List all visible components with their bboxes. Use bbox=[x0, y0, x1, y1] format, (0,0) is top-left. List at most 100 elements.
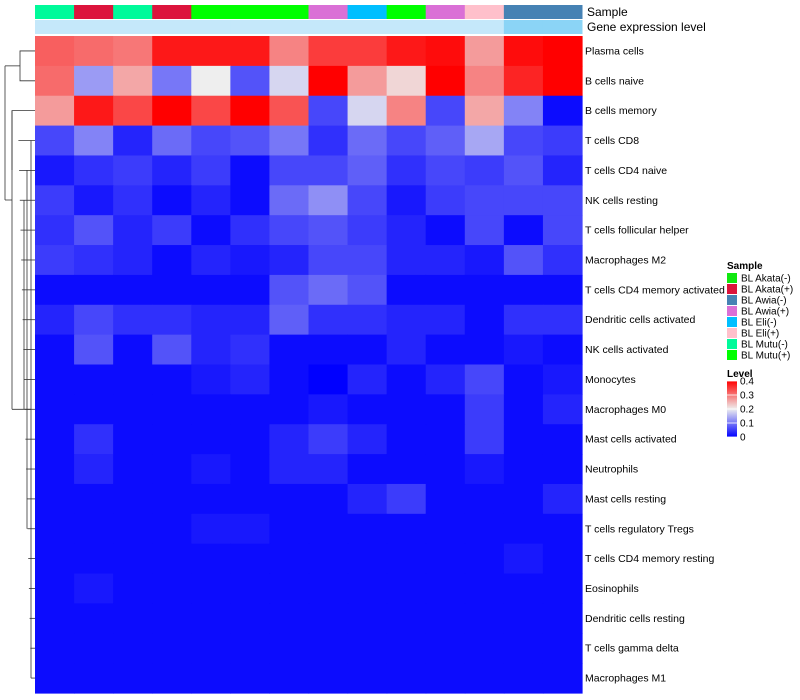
heatmap-cell bbox=[542, 65, 583, 97]
heatmap-cell bbox=[503, 394, 544, 425]
heatmap-cell bbox=[113, 36, 153, 67]
heatmap-cell bbox=[74, 215, 114, 246]
heatmap-cell bbox=[152, 65, 192, 97]
heatmap-cell bbox=[230, 364, 271, 395]
heatmap-cell bbox=[191, 424, 231, 455]
heatmap-cell bbox=[425, 36, 466, 67]
heatmap-cell bbox=[425, 424, 466, 455]
heatmap-cell bbox=[425, 95, 466, 127]
heatmap-cell bbox=[269, 334, 310, 366]
heatmap-cell bbox=[308, 215, 349, 246]
sample-annotation-cell bbox=[269, 5, 309, 19]
level-tick-label: 0 bbox=[740, 433, 746, 444]
sample-legend-label: BL Mutu(-) bbox=[741, 340, 788, 351]
heatmap-cell bbox=[542, 633, 583, 664]
heatmap-cell bbox=[113, 483, 153, 515]
heatmap-cell bbox=[308, 95, 349, 127]
expression-annotation-cell bbox=[113, 20, 153, 34]
sample-legend-swatch bbox=[727, 350, 737, 360]
heatmap-cell bbox=[308, 245, 349, 276]
expression-annotation-track bbox=[35, 20, 583, 34]
heatmap-cell bbox=[269, 454, 310, 485]
row-labels: Plasma cells B cells naive B cells memory T… bbox=[585, 45, 725, 684]
expression-annotation-label: Gene expression level bbox=[587, 20, 706, 34]
heatmap-cell bbox=[425, 245, 466, 276]
heatmap-cell bbox=[542, 215, 583, 246]
row-label: T cells CD4 memory resting bbox=[585, 553, 714, 565]
heatmap-cell bbox=[347, 513, 388, 545]
heatmap-cells bbox=[35, 36, 583, 694]
heatmap-cell bbox=[269, 155, 310, 186]
heatmap-cell bbox=[191, 185, 231, 216]
heatmap-cell bbox=[347, 603, 388, 634]
heatmap-cell bbox=[425, 304, 466, 336]
heatmap-cell bbox=[74, 95, 114, 127]
row-label: Eosinophils bbox=[585, 583, 639, 595]
heatmap-cell bbox=[269, 633, 310, 664]
heatmap-cell bbox=[308, 364, 349, 395]
heatmap-cell bbox=[425, 215, 466, 246]
heatmap-cell bbox=[425, 334, 466, 366]
heatmap-cell bbox=[74, 364, 114, 395]
sample-legend-label: BL Eli(+) bbox=[741, 329, 779, 340]
heatmap-cell bbox=[191, 663, 231, 694]
heatmap-cell bbox=[152, 364, 192, 395]
heatmap-cell bbox=[542, 155, 583, 186]
expression-annotation-cell bbox=[191, 20, 231, 34]
sample-annotation-cell bbox=[503, 5, 544, 19]
sample-annotation-cell bbox=[152, 5, 192, 19]
heatmap-cell bbox=[191, 573, 231, 605]
row-label: Macrophages M2 bbox=[585, 254, 666, 266]
heatmap-cell bbox=[386, 454, 427, 485]
heatmap-cell bbox=[386, 245, 427, 276]
heatmap-cell bbox=[347, 65, 388, 97]
heatmap-cell bbox=[269, 513, 310, 545]
heatmap-cell bbox=[542, 454, 583, 485]
heatmap-cell bbox=[74, 663, 114, 694]
heatmap-cell bbox=[308, 543, 349, 575]
heatmap-cell bbox=[113, 334, 153, 366]
heatmap-cell bbox=[347, 36, 388, 67]
heatmap-cell bbox=[269, 543, 310, 575]
heatmap-cell bbox=[113, 245, 153, 276]
heatmap-cell bbox=[230, 603, 271, 634]
expression-annotation-cell bbox=[269, 20, 309, 34]
heatmap-cell bbox=[191, 65, 231, 97]
heatmap-cell bbox=[425, 603, 466, 634]
heatmap-cell bbox=[230, 543, 271, 575]
heatmap-cell bbox=[113, 215, 153, 246]
expression-annotation-cell bbox=[464, 20, 505, 34]
heatmap-cell bbox=[152, 304, 192, 336]
row-label: T cells gamma delta bbox=[585, 643, 679, 655]
heatmap-cell bbox=[386, 394, 427, 425]
heatmap-cell bbox=[347, 274, 388, 306]
heatmap-cell bbox=[230, 125, 271, 157]
heatmap-cell bbox=[464, 215, 505, 246]
heatmap-cell bbox=[308, 185, 349, 216]
heatmap-cell bbox=[464, 334, 505, 366]
heatmap-cell bbox=[269, 65, 310, 97]
heatmap-cell bbox=[269, 364, 310, 395]
heatmap-cell bbox=[386, 513, 427, 545]
row-label: B cells naive bbox=[585, 75, 644, 87]
heatmap-cell bbox=[503, 155, 544, 186]
heatmap-cell bbox=[308, 663, 349, 694]
sample-annotation-cell bbox=[35, 5, 75, 19]
sample-annotation-cell bbox=[308, 5, 349, 19]
heatmap-cell bbox=[152, 36, 192, 67]
sample-legend-swatch bbox=[727, 284, 737, 294]
heatmap-cell bbox=[464, 185, 505, 216]
expression-annotation-cell bbox=[386, 20, 427, 34]
heatmap-cell bbox=[308, 334, 349, 366]
heatmap-cell bbox=[230, 185, 271, 216]
row-label: Macrophages M0 bbox=[585, 404, 666, 416]
heatmap-cell bbox=[503, 95, 544, 127]
expression-annotation-cell bbox=[503, 20, 544, 34]
heatmap-cell bbox=[425, 543, 466, 575]
heatmap-cell bbox=[191, 245, 231, 276]
heatmap-cell bbox=[113, 364, 153, 395]
level-tick-label: 0.2 bbox=[740, 405, 754, 416]
heatmap-cell bbox=[542, 394, 583, 425]
heatmap-cell bbox=[152, 274, 192, 306]
heatmap-cell bbox=[425, 454, 466, 485]
